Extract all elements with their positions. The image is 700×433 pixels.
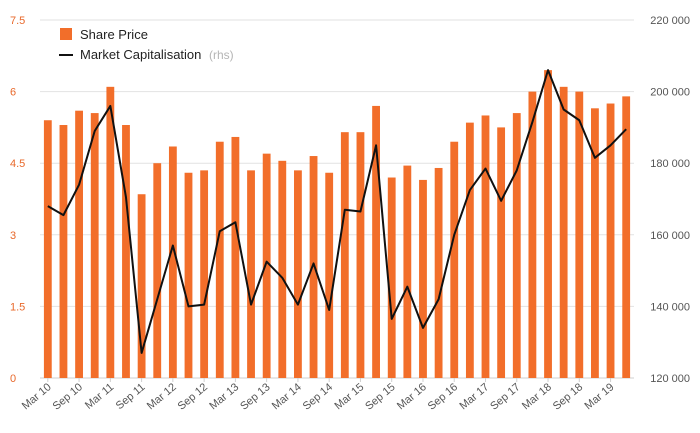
bar-share-price — [184, 172, 193, 378]
x-axis-tick-label: Sep 14 — [301, 381, 335, 413]
x-axis-tick-label: Sep 13 — [238, 381, 272, 413]
right-axis-tick-label: 180 000 — [650, 158, 690, 170]
left-axis-tick-label: 0 — [10, 373, 16, 385]
bar-share-price — [497, 127, 506, 379]
x-axis-tick-label: Mar 17 — [457, 381, 491, 412]
x-axis-tick-label: Mar 13 — [207, 381, 241, 412]
bar-share-price — [450, 141, 459, 378]
bar-share-price — [122, 125, 130, 378]
x-axis-tick-label: Sep 10 — [51, 381, 85, 413]
bar-share-price — [215, 141, 224, 378]
legend-swatch-share-price — [60, 28, 72, 40]
bar-share-price — [247, 170, 255, 378]
x-axis-tick-label: Sep 12 — [176, 381, 210, 413]
bar-share-price — [387, 177, 396, 378]
line-market-cap — [47, 69, 627, 354]
legend-label-market-cap: Market Capitalisation (rhs) — [80, 47, 234, 62]
left-axis-tick-label: 7.5 — [10, 15, 25, 27]
left-y-axis: 0 1.5 3 4.5 6 7.5 — [10, 15, 25, 385]
bar-share-price — [278, 160, 287, 378]
bar-share-price — [231, 136, 240, 378]
bar-series-share-price — [43, 70, 631, 379]
bar-share-price — [528, 91, 537, 378]
x-axis-tick-label: Mar 16 — [395, 381, 429, 412]
bar-share-price — [262, 153, 271, 378]
legend: Share Price Market Capitalisation (rhs) — [59, 27, 234, 62]
bar-share-price — [419, 179, 427, 378]
bar-share-price — [434, 167, 443, 378]
bar-share-price — [481, 115, 490, 378]
bar-share-price — [591, 108, 599, 378]
bar-share-price — [512, 113, 521, 378]
line-series-market-cap — [47, 69, 627, 354]
bar-share-price — [200, 170, 209, 378]
bar-share-price — [606, 103, 615, 378]
bar-share-price — [59, 125, 68, 378]
bar-share-price — [43, 120, 52, 379]
left-axis-tick-label: 6 — [10, 87, 16, 99]
legend-label-market-cap-text: Market Capitalisation — [80, 47, 201, 62]
left-axis-tick-label: 3 — [10, 230, 16, 242]
bar-share-price — [75, 110, 83, 378]
bar-share-price — [168, 146, 177, 378]
x-axis-tick-label: Mar 18 — [520, 381, 554, 412]
bar-share-price — [340, 132, 349, 378]
bar-share-price — [294, 170, 302, 378]
x-axis-tick-label: Mar 19 — [583, 381, 617, 412]
bar-share-price — [575, 91, 584, 378]
right-axis-tick-label: 160 000 — [650, 230, 690, 242]
left-axis-tick-label: 1.5 — [10, 301, 25, 313]
right-axis-tick-label: 220 000 — [650, 15, 690, 27]
x-axis-tick-label: Mar 11 — [83, 381, 116, 412]
bar-share-price — [403, 165, 412, 378]
bar-share-price — [372, 105, 380, 379]
x-axis-tick-label: Sep 17 — [488, 381, 522, 413]
x-axis-tick-label: Mar 10 — [20, 381, 54, 412]
x-axis-tick-label: Sep 18 — [551, 381, 585, 413]
right-axis-tick-label: 140 000 — [650, 301, 690, 313]
bar-share-price — [90, 113, 99, 378]
right-axis-tick-label: 120 000 — [650, 373, 690, 385]
x-axis-tick-label: Sep 11 — [114, 381, 148, 412]
right-axis-tick-label: 200 000 — [650, 87, 690, 99]
legend-label-share-price: Share Price — [80, 27, 148, 42]
bar-share-price — [106, 86, 115, 378]
x-axis-tick-label: Mar 14 — [270, 381, 304, 412]
legend-label-market-cap-note: (rhs) — [209, 48, 234, 62]
right-y-axis: 120 000 140 000 160 000 180 000 200 000 220 0… — [650, 15, 690, 385]
x-axis-tick-label: Sep 15 — [363, 381, 397, 413]
bar-share-price — [309, 156, 318, 378]
x-axis-tick-label: Mar 15 — [332, 381, 366, 412]
bar-share-price — [137, 194, 146, 378]
bar-share-price — [544, 70, 552, 379]
bar-share-price — [325, 172, 334, 378]
bar-share-price — [153, 163, 162, 378]
bar-share-price — [622, 96, 631, 379]
bar-share-price — [559, 86, 568, 378]
bar-share-price — [465, 122, 474, 378]
x-axis-tick-label: Mar 12 — [145, 381, 179, 412]
x-axis-tick-label: Sep 16 — [426, 381, 460, 413]
left-axis-tick-label: 4.5 — [10, 158, 25, 170]
bar-share-price — [356, 132, 365, 378]
